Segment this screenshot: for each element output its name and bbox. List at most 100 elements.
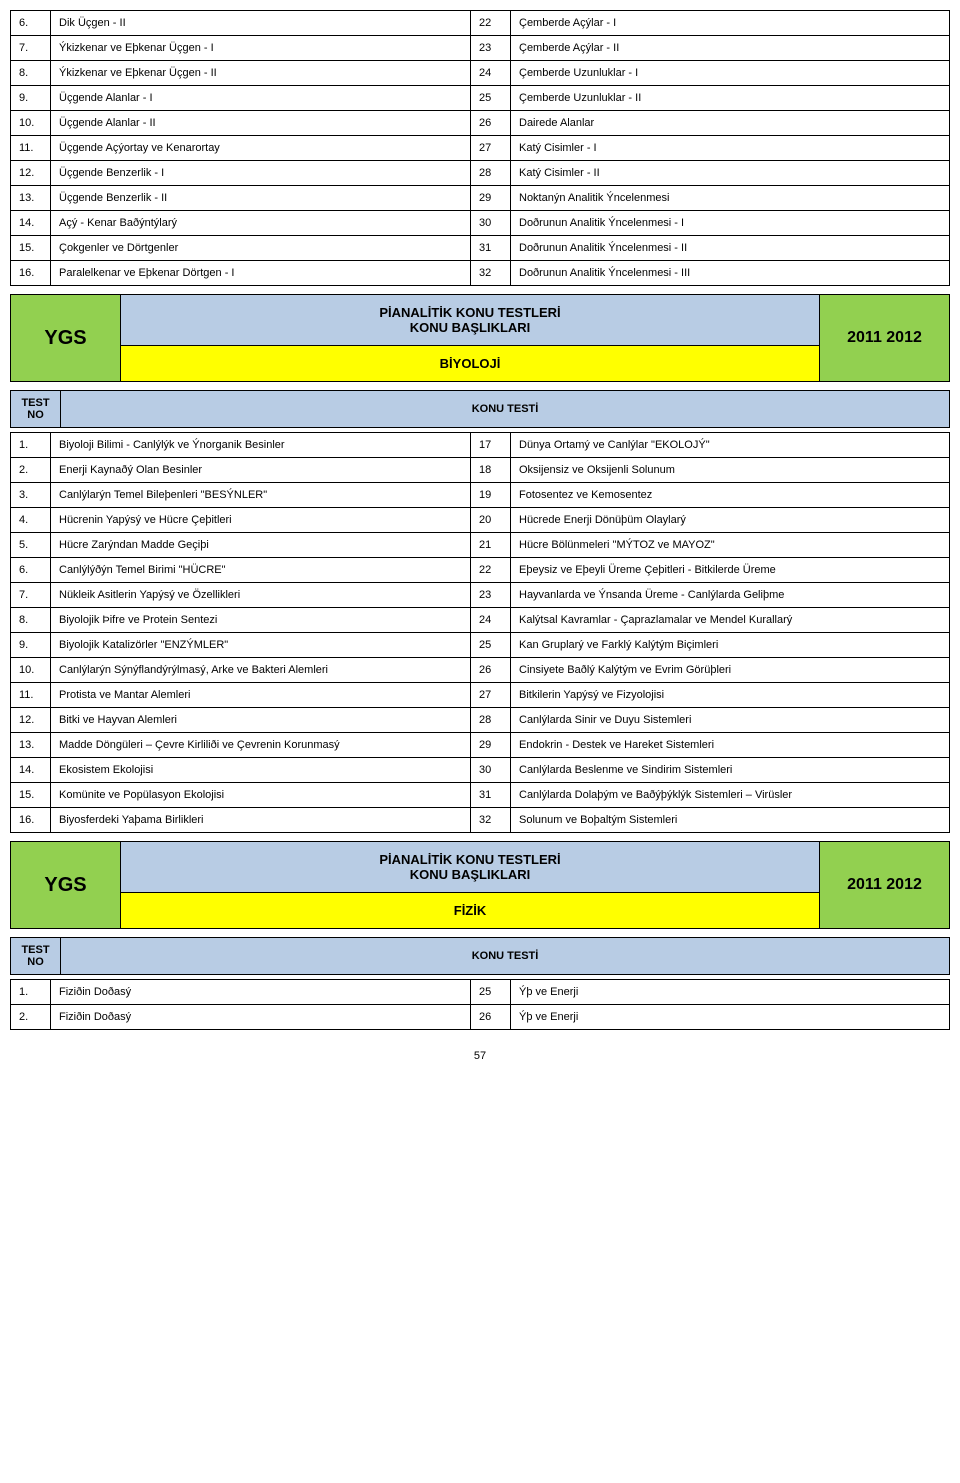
topic-right: Hücrede Enerji Dönüþüm Olaylarý xyxy=(511,508,950,533)
table-row: 6.Dik Üçgen - II22Çemberde Açýlar - I xyxy=(11,11,950,36)
row-number-left: 6. xyxy=(11,558,51,583)
row-number-right: 32 xyxy=(471,808,511,833)
table-row: 10.Üçgende Alanlar - II26Dairede Alanlar xyxy=(11,111,950,136)
row-number-right: 28 xyxy=(471,708,511,733)
topic-right: Çemberde Açýlar - I xyxy=(511,11,950,36)
biology-table: 1.Biyoloji Bilimi - Canlýlýk ve Ýnorgani… xyxy=(10,432,950,833)
topic-right: Solunum ve Boþaltým Sistemleri xyxy=(511,808,950,833)
topic-left: Canlýlýðýn Temel Birimi "HÜCRE" xyxy=(51,558,471,583)
row-number-left: 10. xyxy=(11,658,51,683)
topic-right: Dairede Alanlar xyxy=(511,111,950,136)
table-row: 1.Biyoloji Bilimi - Canlýlýk ve Ýnorgani… xyxy=(11,433,950,458)
topic-left: Çokgenler ve Dörtgenler xyxy=(51,236,471,261)
topic-left: Canlýlarýn Sýnýflandýrýlmasý, Arke ve Ba… xyxy=(51,658,471,683)
row-number-right: 26 xyxy=(471,658,511,683)
section-title: PİANALİTİK KONU TESTLERİ KONU BAŞLIKLARI xyxy=(121,842,820,893)
row-number-right: 25 xyxy=(471,980,511,1005)
topic-right: Doðrunun Analitik Ýncelenmesi - II xyxy=(511,236,950,261)
table-row: 11.Protista ve Mantar Alemleri27Bitkiler… xyxy=(11,683,950,708)
row-number-right: 17 xyxy=(471,433,511,458)
row-number-right: 31 xyxy=(471,236,511,261)
page-number: 57 xyxy=(10,1050,950,1062)
row-number-right: 27 xyxy=(471,136,511,161)
row-number-right: 25 xyxy=(471,86,511,111)
ygs-tag: YGS xyxy=(11,295,121,382)
topic-right: Endokrin - Destek ve Hareket Sistemleri xyxy=(511,733,950,758)
row-number-right: 24 xyxy=(471,608,511,633)
table-row: 12.Üçgende Benzerlik - I28Katý Cisimler … xyxy=(11,161,950,186)
table-row: 8.Biyolojik Þifre ve Protein Sentezi24Ka… xyxy=(11,608,950,633)
table-row: 15.Komünite ve Popülasyon Ekolojisi31Can… xyxy=(11,783,950,808)
table-row: 5.Hücre Zarýndan Madde Geçiþi21Hücre Böl… xyxy=(11,533,950,558)
row-number-left: 6. xyxy=(11,11,51,36)
topic-right: Çemberde Uzunluklar - I xyxy=(511,61,950,86)
table-row: 16.Biyosferdeki Yaþama Birlikleri32Solun… xyxy=(11,808,950,833)
row-number-left: 9. xyxy=(11,86,51,111)
row-number-left: 5. xyxy=(11,533,51,558)
biology-test-header: TEST NO KONU TESTİ xyxy=(10,390,950,428)
title-line1: PİANALİTİK KONU TESTLERİ xyxy=(379,305,560,320)
row-number-left: 7. xyxy=(11,36,51,61)
topic-right: Fotosentez ve Kemosentez xyxy=(511,483,950,508)
topic-right: Doðrunun Analitik Ýncelenmesi - III xyxy=(511,261,950,286)
title-line1: PİANALİTİK KONU TESTLERİ xyxy=(379,852,560,867)
section-title: PİANALİTİK KONU TESTLERİ KONU BAŞLIKLARI xyxy=(121,295,820,346)
topic-left: Üçgende Benzerlik - II xyxy=(51,186,471,211)
topic-left: Ekosistem Ekolojisi xyxy=(51,758,471,783)
topic-right: Kalýtsal Kavramlar - Çaprazlamalar ve Me… xyxy=(511,608,950,633)
geometry-table: 6.Dik Üçgen - II22Çemberde Açýlar - I7.Ý… xyxy=(10,10,950,286)
row-number-right: 22 xyxy=(471,11,511,36)
table-row: 2.Enerji Kaynaðý Olan Besinler18Oksijens… xyxy=(11,458,950,483)
subject-biology: BİYOLOJİ xyxy=(121,346,820,382)
row-number-left: 16. xyxy=(11,261,51,286)
table-row: 12.Bitki ve Hayvan Alemleri28Canlýlarda … xyxy=(11,708,950,733)
row-number-right: 25 xyxy=(471,633,511,658)
topic-right: Cinsiyete Baðlý Kalýtým ve Evrim Görüþle… xyxy=(511,658,950,683)
table-row: 14.Açý - Kenar Baðýntýlarý30Doðrunun Ana… xyxy=(11,211,950,236)
table-row: 4.Hücrenin Yapýsý ve Hücre Çeþitleri20Hü… xyxy=(11,508,950,533)
row-number-right: 29 xyxy=(471,733,511,758)
physics-table: 1.Fiziðin Doðasý25Ýþ ve Enerji2.Fiziðin … xyxy=(10,979,950,1030)
table-row: 2.Fiziðin Doðasý26Ýþ ve Enerji xyxy=(11,1005,950,1030)
topic-right: Dünya Ortamý ve Canlýlar "EKOLOJÝ" xyxy=(511,433,950,458)
row-number-right: 21 xyxy=(471,533,511,558)
row-number-right: 26 xyxy=(471,111,511,136)
row-number-left: 10. xyxy=(11,111,51,136)
physics-test-header: TEST NO KONU TESTİ xyxy=(10,937,950,975)
table-row: 14.Ekosistem Ekolojisi30Canlýlarda Besle… xyxy=(11,758,950,783)
table-row: 1.Fiziðin Doðasý25Ýþ ve Enerji xyxy=(11,980,950,1005)
topic-left: Biyosferdeki Yaþama Birlikleri xyxy=(51,808,471,833)
topic-left: Hücrenin Yapýsý ve Hücre Çeþitleri xyxy=(51,508,471,533)
topic-left: Biyolojik Þifre ve Protein Sentezi xyxy=(51,608,471,633)
row-number-left: 14. xyxy=(11,211,51,236)
topic-left: Üçgende Alanlar - I xyxy=(51,86,471,111)
topic-right: Canlýlarda Sinir ve Duyu Sistemleri xyxy=(511,708,950,733)
topic-right: Eþeysiz ve Eþeyli Üreme Çeþitleri - Bitk… xyxy=(511,558,950,583)
topic-left: Biyoloji Bilimi - Canlýlýk ve Ýnorganik … xyxy=(51,433,471,458)
row-number-left: 8. xyxy=(11,608,51,633)
row-number-right: 23 xyxy=(471,36,511,61)
table-row: 15.Çokgenler ve Dörtgenler31Doðrunun Ana… xyxy=(11,236,950,261)
table-row: 7.Nükleik Asitlerin Yapýsý ve Özellikler… xyxy=(11,583,950,608)
year-tag: 2011 2012 xyxy=(820,295,950,382)
year-tag: 2011 2012 xyxy=(820,842,950,929)
row-number-right: 19 xyxy=(471,483,511,508)
row-number-left: 12. xyxy=(11,161,51,186)
row-number-right: 22 xyxy=(471,558,511,583)
row-number-left: 4. xyxy=(11,508,51,533)
topic-left: Canlýlarýn Temel Bileþenleri "BESÝNLER" xyxy=(51,483,471,508)
topic-right: Kan Gruplarý ve Farklý Kalýtým Biçimleri xyxy=(511,633,950,658)
topic-right: Çemberde Açýlar - II xyxy=(511,36,950,61)
topic-right: Ýþ ve Enerji xyxy=(511,980,950,1005)
row-number-left: 7. xyxy=(11,583,51,608)
title-line2: KONU BAŞLIKLARI xyxy=(410,320,531,335)
topic-right: Canlýlarda Beslenme ve Sindirim Sistemle… xyxy=(511,758,950,783)
row-number-right: 28 xyxy=(471,161,511,186)
topic-left: Dik Üçgen - II xyxy=(51,11,471,36)
topic-right: Hayvanlarda ve Ýnsanda Üreme - Canlýlard… xyxy=(511,583,950,608)
table-row: 6.Canlýlýðýn Temel Birimi "HÜCRE"22Eþeys… xyxy=(11,558,950,583)
row-number-left: 1. xyxy=(11,433,51,458)
row-number-left: 2. xyxy=(11,458,51,483)
topic-right: Katý Cisimler - II xyxy=(511,161,950,186)
row-number-right: 29 xyxy=(471,186,511,211)
